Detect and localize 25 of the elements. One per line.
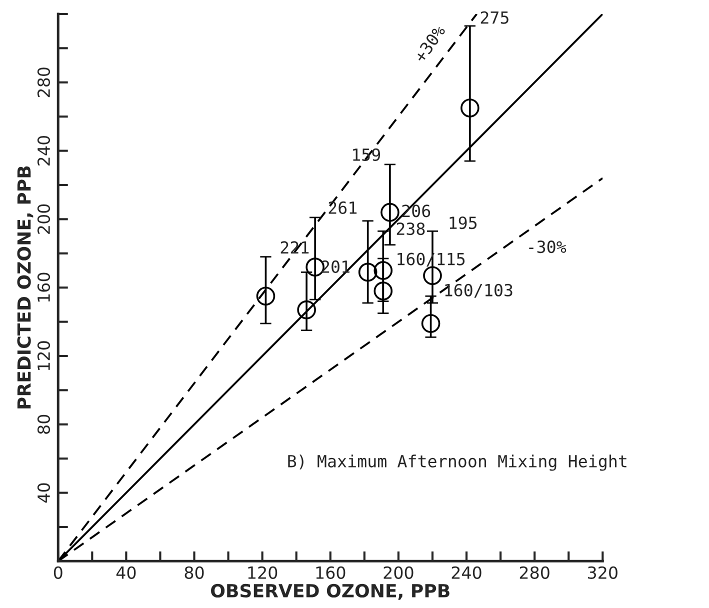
x-tick-label: 280 <box>520 566 550 579</box>
annotation: 261 <box>328 201 357 214</box>
x-tick-label: 200 <box>384 566 414 579</box>
x-axis-title: OBSERVED OZONE, PPB <box>211 584 450 600</box>
annotation: 195 <box>450 216 477 230</box>
y-tick-label: 200 <box>37 204 50 234</box>
y-tick-label: 280 <box>37 68 50 98</box>
y-tick-label: 120 <box>37 341 50 370</box>
annotation: 238 <box>396 222 425 236</box>
annotation: B) Maximum Afternoon Mixing Height <box>288 454 626 471</box>
x-tick-label: 160 <box>316 566 346 579</box>
x-tick-label: 80 <box>184 566 204 579</box>
y-tick-label: 40 <box>37 483 50 503</box>
y-tick-label: 80 <box>37 414 50 434</box>
y-tick-label: 240 <box>37 136 50 166</box>
annotation: 275 <box>480 11 508 24</box>
annotation: 160/103 <box>445 284 512 298</box>
annotation: -30% <box>529 240 566 254</box>
x-tick-label: 0 <box>54 566 62 579</box>
x-tick-label: 40 <box>116 566 136 579</box>
y-tick-label: 160 <box>37 272 50 302</box>
x-tick-label: 120 <box>248 566 278 579</box>
y-axis-title: PREDICTED OZONE, PPB <box>17 166 34 408</box>
x-tick-label: 320 <box>588 566 618 579</box>
x-tick-label: 240 <box>452 566 482 579</box>
